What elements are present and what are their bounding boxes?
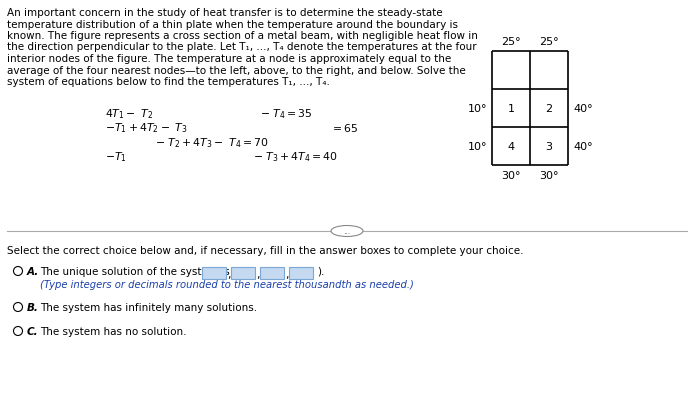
Text: Select the correct choice below and, if necessary, fill in the answer boxes to c: Select the correct choice below and, if … — [7, 245, 523, 255]
Circle shape — [13, 327, 22, 336]
Text: $-T_1$: $-T_1$ — [105, 150, 127, 164]
Text: 40°: 40° — [573, 142, 593, 152]
Text: C.: C. — [27, 326, 39, 336]
Text: the direction perpendicular to the plate. Let T₁, ..., T₄ denote the temperature: the direction perpendicular to the plate… — [7, 43, 477, 53]
Text: ,: , — [256, 269, 260, 279]
Text: $-\ T_4 = 35$: $-\ T_4 = 35$ — [260, 107, 312, 120]
FancyBboxPatch shape — [202, 267, 226, 279]
Text: The system has no solution.: The system has no solution. — [40, 326, 187, 336]
FancyBboxPatch shape — [289, 267, 313, 279]
Text: $-\ T_2 + 4T_3 -\ T_4 = 70$: $-\ T_2 + 4T_3 -\ T_4 = 70$ — [155, 136, 269, 150]
Ellipse shape — [331, 226, 363, 237]
Text: ...: ... — [344, 227, 350, 236]
Text: B.: B. — [27, 302, 39, 312]
Text: $-T_1 + 4T_2 -\ T_3$: $-T_1 + 4T_2 -\ T_3$ — [105, 121, 187, 135]
Text: $4T_1 -\ T_2$: $4T_1 -\ T_2$ — [105, 107, 153, 120]
Text: ,: , — [227, 269, 230, 279]
Text: 30°: 30° — [501, 170, 520, 180]
Text: ,: , — [285, 269, 289, 279]
FancyBboxPatch shape — [260, 267, 284, 279]
Text: $-\ T_3 + 4T_4 = 40$: $-\ T_3 + 4T_4 = 40$ — [253, 150, 338, 164]
Text: 40°: 40° — [573, 104, 593, 114]
Text: ).: ). — [317, 266, 324, 276]
Text: 4: 4 — [507, 142, 514, 152]
Text: average of the four nearest nodes—to the left, above, to the right, and below. S: average of the four nearest nodes—to the… — [7, 65, 466, 75]
Text: A.: A. — [27, 266, 40, 276]
Text: 25°: 25° — [539, 37, 559, 47]
Text: 10°: 10° — [468, 104, 487, 114]
Circle shape — [13, 303, 22, 312]
Text: (Type integers or decimals rounded to the nearest thousandth as needed.): (Type integers or decimals rounded to th… — [40, 279, 414, 289]
Text: system of equations below to find the temperatures T₁, ..., T₄.: system of equations below to find the te… — [7, 77, 330, 87]
Text: An important concern in the study of heat transfer is to determine the steady-st: An important concern in the study of hea… — [7, 8, 443, 18]
Text: 25°: 25° — [501, 37, 520, 47]
Text: known. The figure represents a cross section of a metal beam, with negligible he: known. The figure represents a cross sec… — [7, 31, 478, 41]
Text: 3: 3 — [545, 142, 552, 152]
Text: 1: 1 — [507, 104, 514, 114]
Text: interior nodes of the figure. The temperature at a node is approximately equal t: interior nodes of the figure. The temper… — [7, 54, 451, 64]
Text: 30°: 30° — [539, 170, 559, 180]
Text: 2: 2 — [545, 104, 552, 114]
Text: 10°: 10° — [468, 142, 487, 152]
Text: The system has infinitely many solutions.: The system has infinitely many solutions… — [40, 302, 257, 312]
Text: $= 65$: $= 65$ — [330, 121, 358, 133]
Text: The unique solution of the system is (: The unique solution of the system is ( — [40, 266, 237, 276]
FancyBboxPatch shape — [231, 267, 255, 279]
Circle shape — [13, 267, 22, 276]
Text: temperature distribution of a thin plate when the temperature around the boundar: temperature distribution of a thin plate… — [7, 20, 458, 29]
